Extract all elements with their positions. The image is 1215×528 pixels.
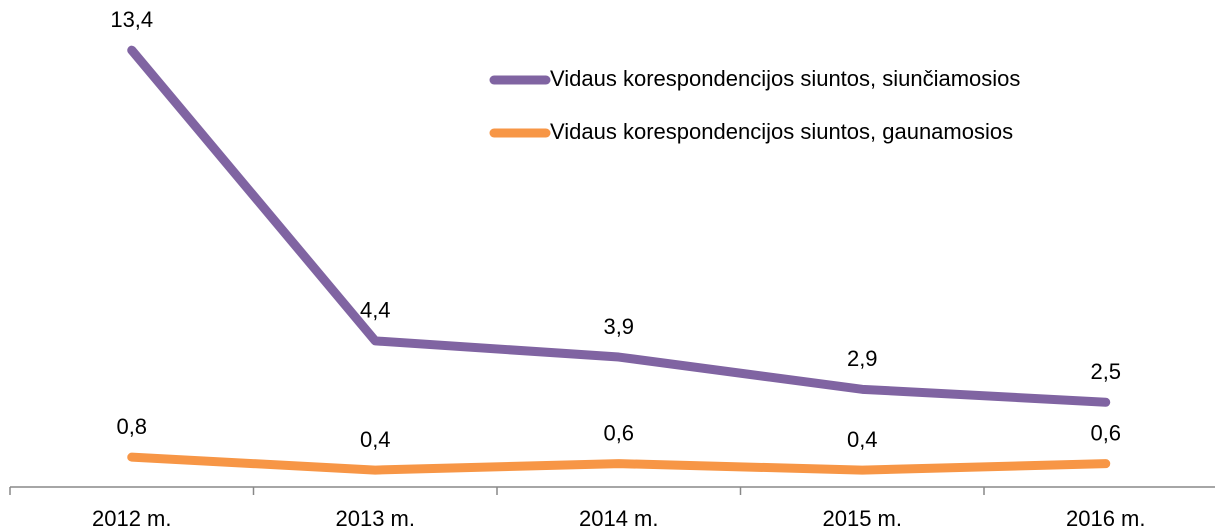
data-label: 4,4 xyxy=(360,298,391,323)
data-label: 0,6 xyxy=(1090,420,1121,445)
x-tick-label: 2012 m. xyxy=(92,506,172,528)
data-label: 0,4 xyxy=(847,427,878,452)
data-label: 0,8 xyxy=(116,414,147,439)
data-label: 2,9 xyxy=(847,346,878,371)
series-line xyxy=(127,45,1111,407)
legend-label: Vidaus korespondencijos siuntos, siunčia… xyxy=(550,66,1020,91)
x-tick-label: 2013 m. xyxy=(336,506,416,528)
series-line xyxy=(127,452,1111,475)
x-tick-label: 2015 m. xyxy=(823,506,903,528)
legend-label: Vidaus korespondencijos siuntos, gaunamo… xyxy=(550,119,1013,144)
data-label: 0,6 xyxy=(603,420,634,445)
data-label: 3,9 xyxy=(603,314,634,339)
x-tick-label: 2016 m. xyxy=(1066,506,1146,528)
data-label: 13,4 xyxy=(110,7,153,32)
data-label: 0,4 xyxy=(360,427,391,452)
data-label: 2,5 xyxy=(1090,359,1121,384)
x-tick-label: 2014 m. xyxy=(579,506,659,528)
